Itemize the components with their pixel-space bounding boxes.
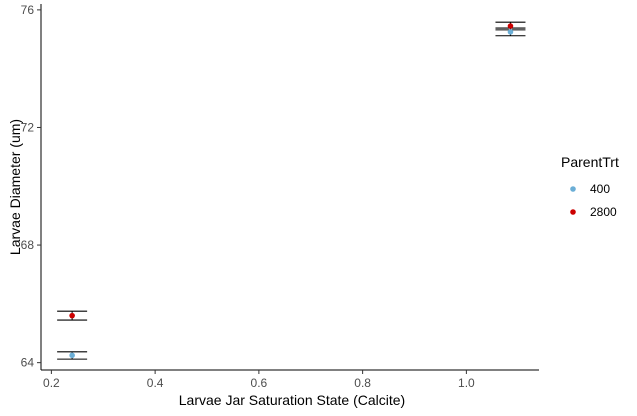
x-tick-label: 0.6	[251, 376, 268, 390]
legend-key-400	[570, 186, 576, 192]
x-axis-ticks: 0.2 0.4 0.6 0.8 1.0	[43, 370, 475, 390]
legend: ParentTrt 400 2800	[561, 154, 619, 219]
y-axis-ticks: 64 68 72 76	[21, 3, 41, 370]
y-axis-title: Larvae Diameter (um)	[7, 119, 23, 255]
data-points	[69, 23, 514, 359]
legend-items: 400 2800	[570, 182, 617, 219]
data-point-400	[507, 29, 514, 35]
plot-area: 0.2 0.4 0.6 0.8 1.0 64 68 72 76	[21, 3, 539, 390]
data-point-2800	[507, 23, 514, 29]
x-axis-title: Larvae Jar Saturation State (Calcite)	[179, 392, 405, 408]
data-point-2800	[69, 312, 75, 319]
legend-label-400: 400	[590, 182, 610, 196]
legend-title: ParentTrt	[561, 154, 619, 170]
error-bars	[57, 21, 526, 360]
y-tick-label: 64	[21, 356, 35, 370]
y-tick-label: 68	[21, 238, 35, 252]
y-tick-label: 72	[21, 120, 35, 134]
x-tick-label: 1.0	[458, 376, 475, 390]
x-tick-label: 0.4	[147, 376, 164, 390]
x-tick-label: 0.2	[43, 376, 60, 390]
x-tick-label: 0.8	[354, 376, 371, 390]
data-point-400	[69, 352, 75, 359]
legend-label-2800: 2800	[590, 205, 617, 219]
legend-key-2800	[570, 209, 576, 215]
y-tick-label: 76	[21, 3, 35, 17]
